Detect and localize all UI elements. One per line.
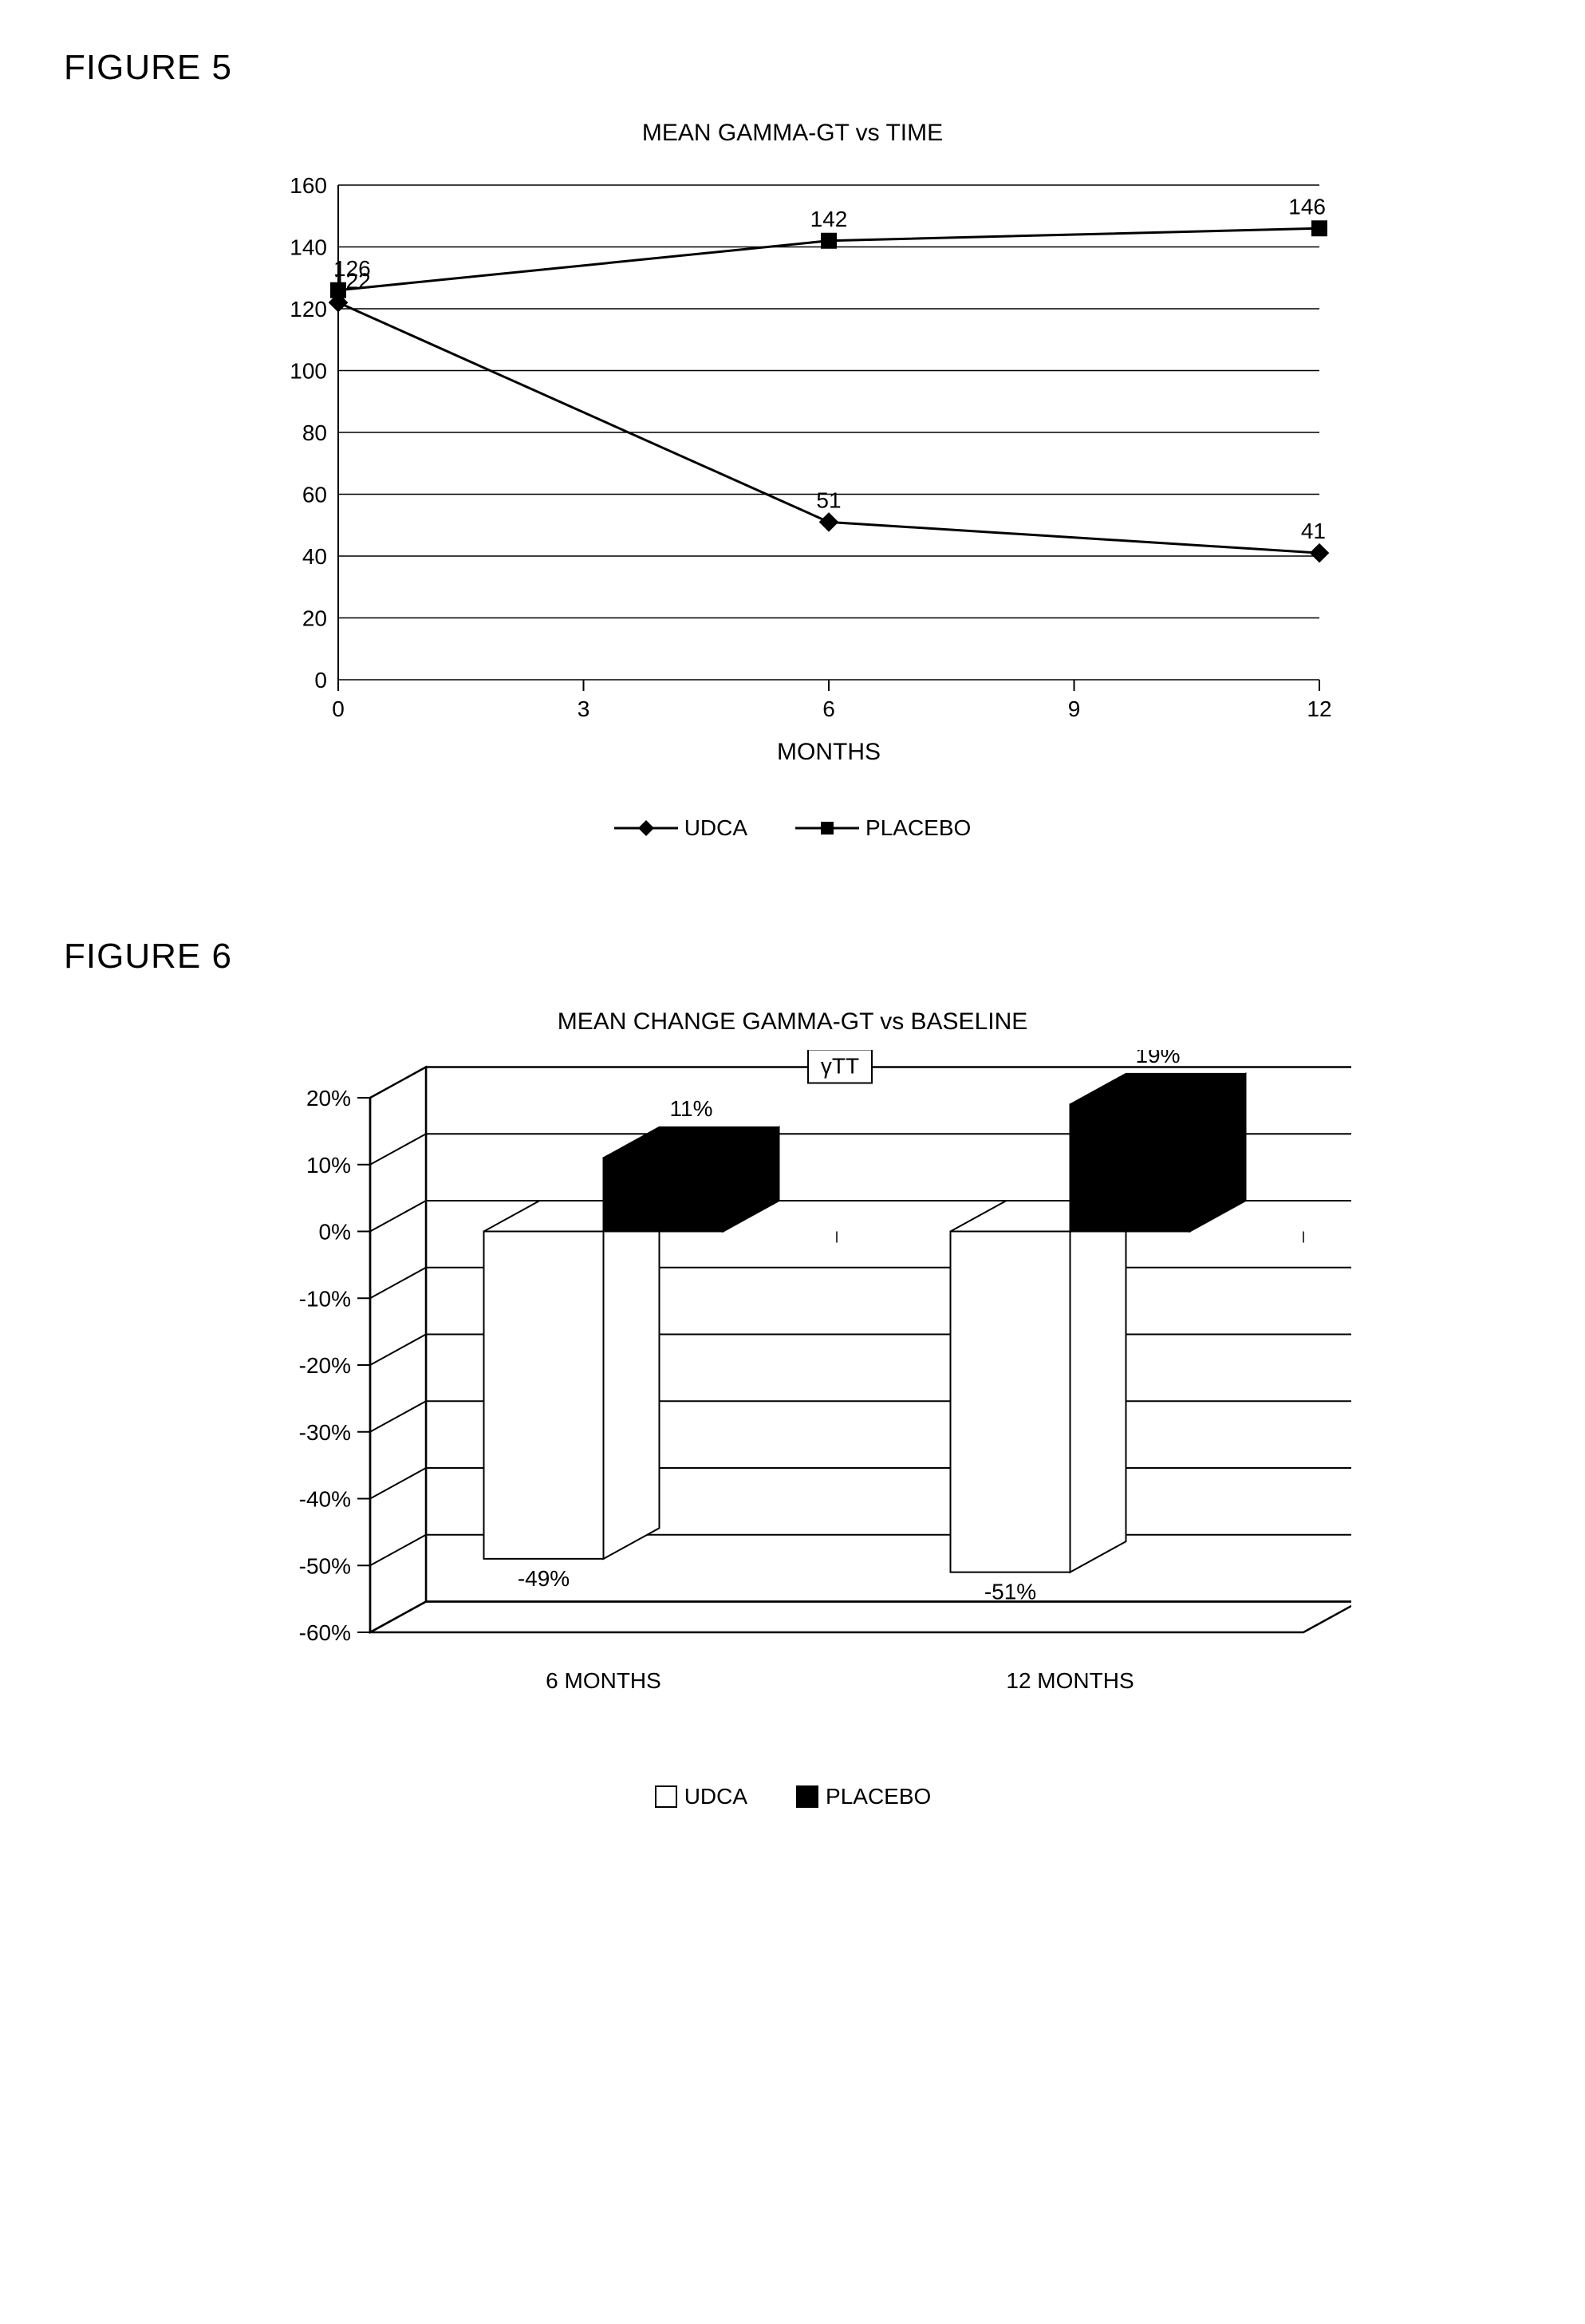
svg-text:40: 40: [302, 544, 326, 569]
legend-label: UDCA: [684, 1784, 747, 1809]
svg-text:20%: 20%: [306, 1086, 350, 1111]
svg-text:6: 6: [822, 696, 835, 721]
figure5-svg: 020406080100120140160036912MONTHS1225141…: [235, 161, 1351, 799]
svg-text:140: 140: [290, 235, 327, 260]
svg-text:-50%: -50%: [298, 1553, 350, 1578]
figure6-chart: MEAN CHANGE GAMMA-GT vs BASELINE 20% 10% 0…: [235, 1008, 1351, 1809]
svg-text:-60%: -60%: [298, 1620, 350, 1645]
svg-text:41: 41: [1300, 519, 1325, 543]
figure6-svg: 20% 10% 0% -10% -20% -30% -40% -50% -60% -49% 11% 6…: [235, 1050, 1351, 1768]
legend-label: PLACEBO: [826, 1784, 931, 1809]
svg-text:0%: 0%: [318, 1220, 350, 1245]
legend-item-placebo: PLACEBO: [795, 815, 971, 841]
legend-label: PLACEBO: [865, 815, 971, 841]
svg-text:20: 20: [302, 606, 326, 631]
figure6-legend: UDCA PLACEBO: [235, 1784, 1351, 1809]
svg-text:9: 9: [1067, 696, 1080, 721]
svg-text:60: 60: [302, 483, 326, 507]
svg-text:12: 12: [1307, 696, 1331, 721]
svg-text:-10%: -10%: [298, 1286, 350, 1311]
svg-text:142: 142: [810, 207, 847, 231]
figure5-legend: UDCA PLACEBO: [235, 815, 1351, 841]
legend-label: UDCA: [684, 815, 747, 841]
svg-text:80: 80: [302, 420, 326, 445]
svg-text:0: 0: [314, 668, 327, 692]
svg-text:-20%: -20%: [298, 1353, 350, 1378]
svg-text:3: 3: [577, 696, 589, 721]
svg-text:-49%: -49%: [517, 1566, 569, 1591]
svg-text:10%: 10%: [306, 1153, 350, 1178]
svg-text:12 MONTHS: 12 MONTHS: [1006, 1668, 1134, 1693]
svg-text:100: 100: [290, 359, 327, 384]
figure5-chart: MEAN GAMMA-GT vs TIME 020406080100120140…: [235, 120, 1351, 841]
svg-text:6 MONTHS: 6 MONTHS: [546, 1668, 661, 1693]
svg-text:120: 120: [290, 297, 327, 322]
svg-text:160: 160: [290, 173, 327, 198]
svg-text:146: 146: [1288, 194, 1326, 219]
svg-text:-51%: -51%: [984, 1580, 1035, 1604]
figure5-title: MEAN GAMMA-GT vs TIME: [235, 120, 1351, 147]
svg-text:γTT: γTT: [820, 1054, 858, 1079]
figure5-label: FIGURE 5: [64, 48, 1521, 88]
svg-text:-30%: -30%: [298, 1420, 350, 1445]
legend-item-placebo: PLACEBO: [795, 1784, 931, 1809]
svg-text:11%: 11%: [669, 1096, 712, 1121]
svg-text:MONTHS: MONTHS: [777, 739, 881, 765]
svg-text:19%: 19%: [1135, 1050, 1180, 1067]
figure6-label: FIGURE 6: [64, 937, 1521, 977]
svg-text:51: 51: [816, 487, 841, 512]
legend-item-udca: UDCA: [654, 1784, 747, 1809]
svg-text:-40%: -40%: [298, 1487, 350, 1512]
figure6-title: MEAN CHANGE GAMMA-GT vs BASELINE: [235, 1008, 1351, 1036]
svg-text:0: 0: [332, 696, 345, 721]
legend-item-udca: UDCA: [614, 815, 747, 841]
svg-text:126: 126: [333, 256, 371, 281]
